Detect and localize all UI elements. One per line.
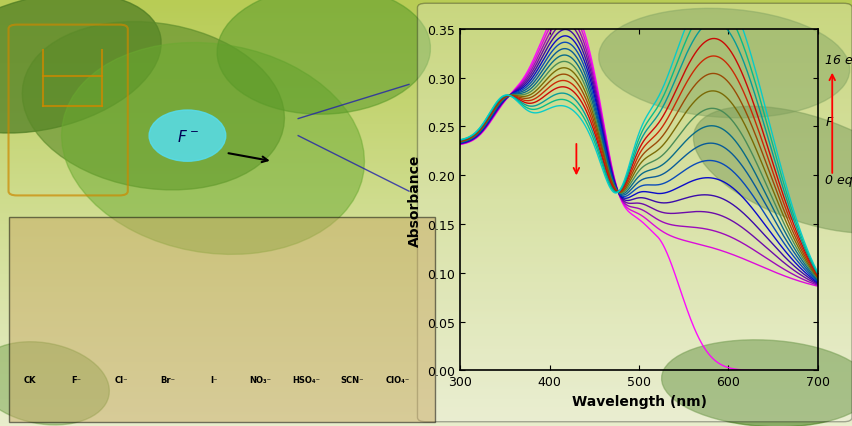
Ellipse shape [0,0,161,134]
Ellipse shape [61,43,365,255]
Ellipse shape [217,0,430,115]
Text: ClO₄⁻: ClO₄⁻ [386,375,410,384]
Text: $F$: $F$ [825,115,834,128]
Text: I⁻: I⁻ [210,375,217,384]
FancyBboxPatch shape [417,4,852,422]
Ellipse shape [22,23,285,190]
Text: Cl⁻: Cl⁻ [115,375,129,384]
Text: F⁻: F⁻ [71,375,81,384]
Ellipse shape [149,111,226,162]
Text: Br⁻: Br⁻ [160,375,176,384]
Ellipse shape [0,342,109,425]
Text: CK: CK [24,375,36,384]
Text: $F^-$: $F^-$ [176,128,199,144]
Ellipse shape [662,340,852,426]
Ellipse shape [694,107,852,234]
FancyBboxPatch shape [9,217,435,422]
Y-axis label: Absorbance: Absorbance [407,154,422,246]
Text: 16 eq: 16 eq [825,54,852,67]
Text: HSO₄⁻: HSO₄⁻ [292,375,320,384]
X-axis label: Wavelength (nm): Wavelength (nm) [572,394,706,408]
Text: NO₃⁻: NO₃⁻ [249,375,271,384]
Ellipse shape [599,9,849,118]
Text: 0 eq: 0 eq [825,173,852,186]
Text: SCN⁻: SCN⁻ [340,375,364,384]
